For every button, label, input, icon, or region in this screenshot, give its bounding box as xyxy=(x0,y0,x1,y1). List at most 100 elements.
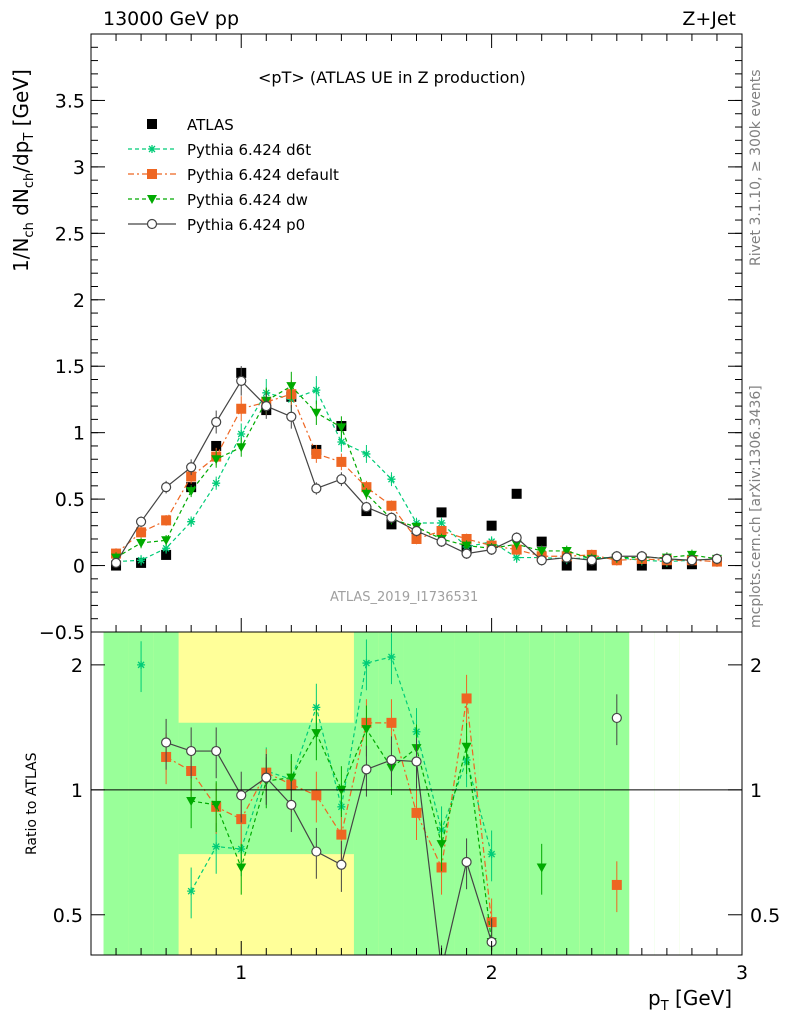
series-4-point xyxy=(711,553,723,565)
ratio-band-inner xyxy=(529,632,555,955)
series-4-point xyxy=(636,551,647,562)
series-4-point xyxy=(536,555,547,566)
series-4-point xyxy=(586,555,597,566)
series-4-point xyxy=(511,532,522,543)
plot-title: <pT> (ATLAS UE in Z production) xyxy=(258,68,526,87)
ratio-series-1-point xyxy=(411,807,422,818)
series-0-point xyxy=(211,440,222,451)
ratio-series-1-point xyxy=(311,790,322,801)
legend-label: Pythia 6.424 default xyxy=(187,166,339,184)
series-2-point xyxy=(236,403,247,414)
series-1-point xyxy=(137,556,146,565)
series-4-point xyxy=(486,544,497,555)
series-4-point xyxy=(236,375,247,386)
ratio-y-tick-label: 0.5 xyxy=(750,905,780,927)
x-axis-label: pT [GeV] xyxy=(648,986,733,1014)
ratio-series-1-point xyxy=(386,717,397,728)
series-1-point xyxy=(337,437,346,446)
series-2-point xyxy=(436,526,447,537)
series-4-point xyxy=(161,482,172,493)
ratio-y-tick-label: 2 xyxy=(71,655,83,677)
ratio-series-2-point xyxy=(211,800,222,810)
ratio-series-2-point xyxy=(186,796,197,806)
series-2-point xyxy=(336,456,347,467)
ratio-band-gap xyxy=(679,632,742,955)
ratio-y-tick-label: 1 xyxy=(750,780,762,802)
series-4-point xyxy=(186,462,197,473)
ratio-series-0-point xyxy=(387,652,396,661)
series-4-point xyxy=(436,536,447,547)
series-3-point xyxy=(361,489,372,499)
ratio-series-0-point xyxy=(487,850,496,859)
series-3-point xyxy=(161,536,172,546)
ratio-band-inner xyxy=(103,632,129,955)
ratio-series-3-point xyxy=(437,965,446,974)
series-4-point xyxy=(361,501,372,513)
main-y-axis-label: 1/Nch dNch/dpT [GeV] xyxy=(9,69,37,272)
series-3-point xyxy=(536,546,547,556)
mcplots-label: mcplots.cern.ch [arXiv:1306.3436] xyxy=(748,385,764,628)
main-y-tick-label: 2.5 xyxy=(55,223,85,245)
series-0-point xyxy=(486,520,497,531)
series-3-point xyxy=(286,382,297,392)
ratio-band-inner xyxy=(153,632,179,955)
legend-label: ATLAS xyxy=(187,116,234,134)
ratio-series-3-point xyxy=(461,856,472,868)
series-4-point xyxy=(211,416,222,428)
ratio-series-3-point xyxy=(186,745,197,757)
legend-marker xyxy=(147,169,157,179)
ratio-band-outer xyxy=(178,632,354,723)
ratio-series-3-point xyxy=(611,712,622,724)
ratio-series-3-point xyxy=(161,737,172,748)
series-4-point xyxy=(110,557,122,568)
main-y-tick-label: 2 xyxy=(73,290,85,312)
legend-label: Pythia 6.424 dw xyxy=(187,191,308,209)
series-1-point xyxy=(312,386,321,395)
ratio-y-axis-label: Ratio to ATLAS xyxy=(24,752,40,855)
series-0-point xyxy=(161,549,172,560)
ratio-series-2-point xyxy=(436,840,447,850)
series-4-point xyxy=(611,551,622,562)
ratio-y-tick-label: 1 xyxy=(71,780,83,802)
ratio-series-2-point xyxy=(311,729,322,739)
ratio-band-inner xyxy=(429,632,455,955)
main-plot-area xyxy=(110,366,723,571)
ratio-series-0-point xyxy=(187,887,196,896)
series-2-point xyxy=(186,471,197,482)
series-2-point xyxy=(361,482,372,493)
ratio-series-1-point xyxy=(611,879,622,890)
ratio-series-1-point xyxy=(336,829,347,840)
ratio-series-3-point xyxy=(236,790,247,801)
legend-marker xyxy=(147,195,157,204)
x-tick-label: 1 xyxy=(235,962,247,984)
legend-label: Pythia 6.424 d6t xyxy=(187,141,311,159)
ratio-series-3-point xyxy=(311,846,322,857)
series-0-point xyxy=(561,560,572,571)
process-label: Z+Jet xyxy=(682,8,736,30)
ratio-series-0-point xyxy=(312,703,321,712)
ratio-series-3-point xyxy=(286,799,297,810)
x-tick-label: 2 xyxy=(486,962,498,984)
ratio-series-0-point xyxy=(212,842,221,851)
series-3-point xyxy=(211,455,222,465)
main-y-tick-label: 1.5 xyxy=(55,356,85,378)
ratio-band-inner xyxy=(504,632,530,955)
ratio-series-3-point xyxy=(261,772,272,783)
ratio-band-outer xyxy=(178,854,354,955)
series-0-point xyxy=(436,507,447,518)
series-4-point xyxy=(461,548,472,559)
series-0-point xyxy=(536,536,547,547)
main-y-tick-label: −0.5 xyxy=(39,622,85,644)
series-3-point xyxy=(136,538,147,548)
plot-frames: −0.5 0 0.5 1 1.5 2 2.5 3 3.5 1 2 3 0.5 0.5 1 1 2 2 xyxy=(39,33,780,984)
series-2-point xyxy=(136,527,147,538)
series-4-point xyxy=(561,552,572,563)
ratio-band-inner xyxy=(579,632,605,955)
ratio-series-2-point xyxy=(286,773,297,783)
x-tick-label: 3 xyxy=(736,962,748,984)
series-1-point xyxy=(387,475,396,484)
series-2-point xyxy=(161,515,172,526)
main-y-tick-label: 3.5 xyxy=(55,90,85,112)
ratio-series-0-point xyxy=(362,659,371,668)
